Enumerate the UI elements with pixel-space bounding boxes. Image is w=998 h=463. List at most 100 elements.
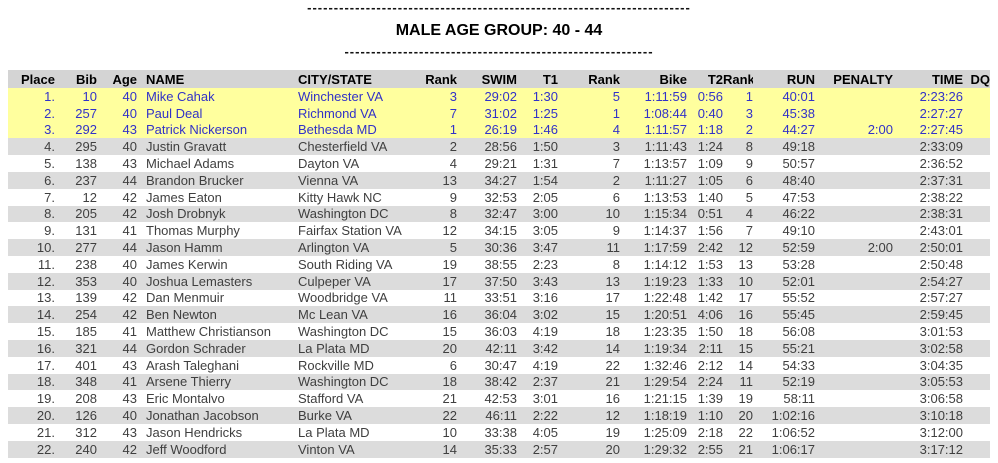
cell-t1: 2:22 [517, 407, 558, 424]
cell-name: Mike Cahak [137, 88, 297, 105]
table-row: 17. 401 43 Arash Taleghani Rockville MD 6 30:4… [8, 356, 990, 374]
cell-name: Josh Drobnyk [137, 205, 297, 223]
cell-city: Stafford VA [297, 390, 417, 408]
cell-dq [963, 407, 990, 424]
cell-run: 55:21 [753, 339, 815, 357]
cell-swim: 34:15 [457, 222, 517, 240]
column-header-t2: T2 [687, 70, 723, 88]
cell-bike_rank: 1 [558, 104, 620, 122]
cell-t1: 2:05 [517, 188, 558, 206]
cell-age: 40 [97, 138, 137, 156]
cell-swim_rank: 9 [417, 188, 457, 206]
cell-bike: 1:19:23 [620, 272, 687, 290]
cell-city: Woodbridge VA [297, 289, 417, 307]
cell-t1: 1:54 [517, 171, 558, 189]
cell-name: Justin Gravatt [137, 138, 297, 156]
cell-run_rank: 18 [723, 323, 753, 340]
cell-run: 46:22 [753, 205, 815, 223]
cell-t2: 2:42 [687, 239, 723, 256]
cell-bike_rank: 6 [558, 188, 620, 206]
cell-time: 2:38:22 [893, 188, 963, 206]
table-row: 1. 10 40 Mike Cahak Winchester VA 3 29:02 1:30 5… [8, 88, 990, 105]
cell-t2: 4:06 [687, 306, 723, 324]
cell-time: 2:36:52 [893, 155, 963, 172]
cell-city: La Plata MD [297, 423, 417, 441]
cell-time: 2:27:45 [893, 121, 963, 139]
cell-bike: 1:22:48 [620, 289, 687, 307]
cell-penalty [815, 407, 893, 424]
cell-run: 47:53 [753, 188, 815, 206]
cell-age: 40 [97, 104, 137, 122]
cell-bib: 126 [55, 407, 97, 424]
cell-t2: 1:24 [687, 138, 723, 156]
cell-swim: 31:02 [457, 104, 517, 122]
cell-bike: 1:18:19 [620, 407, 687, 424]
cell-bike: 1:11:59 [620, 88, 687, 105]
cell-age: 41 [97, 222, 137, 240]
cell-name: Eric Montalvo [137, 390, 297, 408]
cell-bib: 238 [55, 255, 97, 273]
cell-name: Gordon Schrader [137, 339, 297, 357]
cell-run_rank: 11 [723, 373, 753, 391]
cell-dq [963, 289, 990, 307]
cell-age: 42 [97, 440, 137, 458]
cell-time: 3:04:35 [893, 356, 963, 374]
cell-swim_rank: 19 [417, 255, 457, 273]
cell-age: 43 [97, 356, 137, 374]
cell-bike_rank: 20 [558, 440, 620, 458]
cell-name: Ben Newton [137, 306, 297, 324]
cell-age: 42 [97, 289, 137, 307]
cell-t1: 3:00 [517, 205, 558, 223]
column-header-t1: T1 [517, 70, 558, 88]
cell-swim_rank: 15 [417, 323, 457, 340]
cell-bike_rank: 12 [558, 407, 620, 424]
cell-name: Patrick Nickerson [137, 121, 297, 139]
cell-bike_rank: 8 [558, 255, 620, 273]
cell-run_rank: 10 [723, 272, 753, 290]
cell-swim: 42:11 [457, 339, 517, 357]
cell-time: 3:05:53 [893, 373, 963, 391]
table-row: 19. 208 43 Eric Montalvo Stafford VA 21 42:53 3… [8, 390, 990, 408]
cell-swim: 33:38 [457, 423, 517, 441]
cell-dq [963, 255, 990, 273]
cell-time: 3:17:12 [893, 440, 963, 458]
cell-run_rank: 19 [723, 390, 753, 408]
cell-bike: 1:13:57 [620, 155, 687, 172]
table-row: 11. 238 40 James Kerwin South Riding VA 19 38:… [8, 255, 990, 273]
cell-name: James Eaton [137, 188, 297, 206]
cell-bike_rank: 15 [558, 306, 620, 324]
table-row: 15. 185 41 Matthew Christianson Washington D… [8, 323, 990, 340]
cell-bib: 312 [55, 423, 97, 441]
cell-time: 2:59:45 [893, 306, 963, 324]
cell-bike: 1:13:53 [620, 188, 687, 206]
cell-t2: 1:53 [687, 255, 723, 273]
cell-penalty [815, 272, 893, 290]
cell-name: James Kerwin [137, 255, 297, 273]
column-header-bike_rank: Rank [558, 70, 620, 88]
cell-run: 1:06:17 [753, 440, 815, 458]
cell-run_rank: 5 [723, 188, 753, 206]
column-header-name: NAME [137, 70, 297, 88]
cell-swim_rank: 20 [417, 339, 457, 357]
column-header-run: RUN [753, 70, 815, 88]
cell-swim: 46:11 [457, 407, 517, 424]
table-row: 10. 277 44 Jason Hamm Arlington VA 5 30:36 3:47… [8, 239, 990, 256]
cell-place: 19. [8, 390, 55, 408]
cell-t2: 1:10 [687, 407, 723, 424]
cell-t2: 0:56 [687, 88, 723, 105]
cell-age: 40 [97, 88, 137, 105]
cell-place: 15. [8, 323, 55, 340]
cell-bike_rank: 21 [558, 373, 620, 391]
cell-swim_rank: 1 [417, 121, 457, 139]
cell-city: Mc Lean VA [297, 306, 417, 324]
cell-bib: 205 [55, 205, 97, 223]
cell-time: 3:12:00 [893, 423, 963, 441]
cell-bike_rank: 9 [558, 222, 620, 240]
table-row: 18. 348 41 Arsene Thierry Washington DC 18 38:… [8, 373, 990, 391]
cell-time: 2:50:48 [893, 255, 963, 273]
cell-bike_rank: 22 [558, 356, 620, 374]
table-row: 8. 205 42 Josh Drobnyk Washington DC 8 32:47 3:… [8, 205, 990, 223]
cell-time: 2:57:27 [893, 289, 963, 307]
cell-bike_rank: 18 [558, 323, 620, 340]
